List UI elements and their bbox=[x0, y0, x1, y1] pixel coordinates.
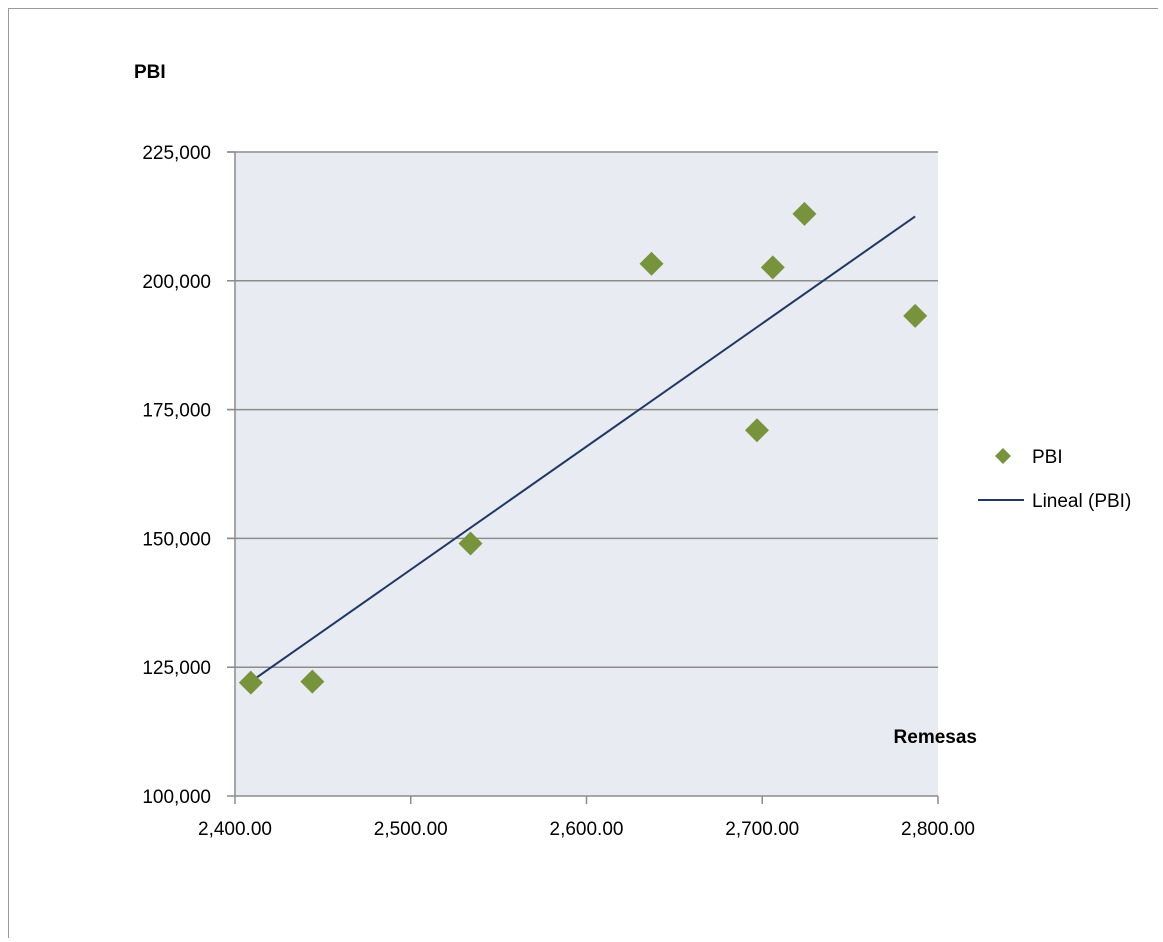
data-point bbox=[903, 303, 928, 328]
y-tick-label: 150,000 bbox=[142, 529, 211, 550]
legend-marker-pbi bbox=[995, 448, 1011, 464]
legend-label-trend: Lineal (PBI) bbox=[1032, 491, 1131, 512]
x-tick-label: 2,400.00 bbox=[198, 819, 272, 840]
data-point bbox=[458, 531, 483, 556]
y-axis-title: PBI bbox=[134, 62, 166, 83]
data-points bbox=[238, 201, 928, 695]
data-point bbox=[744, 418, 769, 443]
x-tick-label: 2,500.00 bbox=[374, 819, 448, 840]
plot-area bbox=[235, 152, 938, 796]
trendline bbox=[250, 215, 916, 683]
x-axis-ticks: 2,400.00 2,500.00 2,600.00 2,700.00 2,800.00 bbox=[198, 796, 975, 840]
x-tick-label: 2,800.00 bbox=[901, 819, 975, 840]
data-point bbox=[760, 255, 785, 280]
data-point bbox=[300, 669, 325, 694]
trendline-group bbox=[250, 215, 916, 683]
y-axis-ticks: 100,000 125,000 150,000 175,000 200,000 225,0… bbox=[142, 143, 235, 808]
y-tick-label: 200,000 bbox=[142, 272, 211, 293]
data-point bbox=[639, 251, 664, 276]
x-tick-label: 2,700.00 bbox=[725, 819, 799, 840]
data-point bbox=[238, 670, 263, 695]
x-axis-title: Remesas bbox=[894, 727, 977, 748]
data-point bbox=[792, 201, 817, 226]
chart-frame bbox=[8, 8, 1158, 938]
legend-label-pbi: PBI bbox=[1032, 447, 1063, 468]
y-tick-label: 175,000 bbox=[142, 401, 211, 422]
y-tick-label: 125,000 bbox=[142, 658, 211, 679]
y-tick-label: 100,000 bbox=[142, 787, 211, 808]
grid-lines bbox=[227, 151, 938, 668]
x-tick-label: 2,600.00 bbox=[550, 819, 624, 840]
legend: PBI Lineal (PBI) bbox=[978, 447, 1131, 512]
y-tick-label: 225,000 bbox=[142, 143, 211, 164]
